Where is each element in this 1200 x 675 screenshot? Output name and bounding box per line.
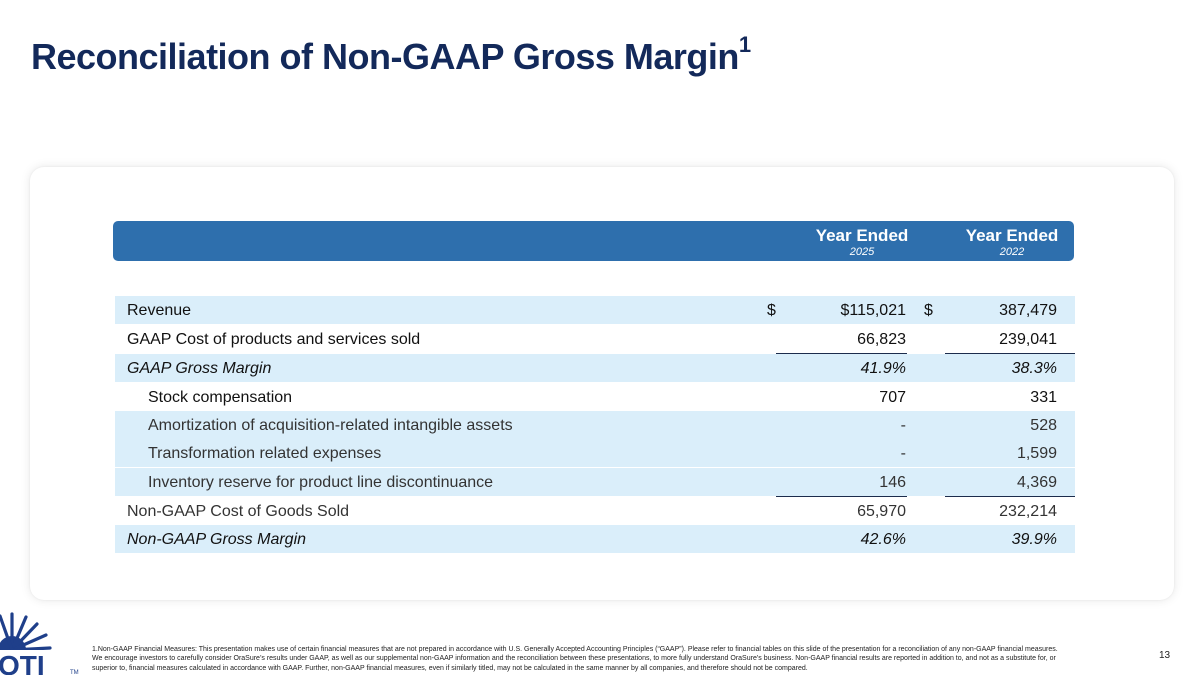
header-col-2025: Year Ended 2025	[815, 226, 909, 258]
title-footnote-marker: 1	[738, 32, 751, 57]
table-row-stock-compensation: Stock compensation 707 331	[148, 389, 1057, 406]
table-row-transformation: Transformation related expenses - 1,599	[115, 439, 1075, 467]
table-row-inventory-reserve: Inventory reserve for product line disco…	[115, 468, 1075, 496]
currency-symbol: $	[767, 302, 776, 319]
company-logo: OTI TM	[0, 612, 90, 675]
sunburst-icon	[0, 612, 90, 675]
table-row-gaap-cost: GAAP Cost of products and services sold …	[127, 331, 1057, 348]
table-row-gaap-gross-margin: GAAP Gross Margin 41.9% 38.3%	[115, 354, 1075, 382]
table-row-revenue: Revenue $ $115,021 $ 387,479	[115, 296, 1075, 324]
footnote: 1.Non-GAAP Financial Measures: This pres…	[92, 646, 1058, 672]
table-header-bar: Year Ended 2025 Year Ended 2022	[113, 221, 1074, 261]
page-title: Reconciliation of Non-GAAP Gross Margin1	[31, 32, 751, 77]
table-row-non-gaap-cogs: Non-GAAP Cost of Goods Sold 65,970 232,2…	[127, 503, 1057, 520]
subtotal-rule	[945, 496, 1075, 497]
subtotal-rule	[776, 353, 907, 354]
logo-trademark: TM	[70, 670, 79, 675]
logo-wordmark: OTI	[0, 650, 45, 675]
currency-symbol: $	[924, 302, 933, 319]
page-number: 13	[1159, 650, 1171, 661]
subtotal-rule	[945, 353, 1075, 354]
table-row-amortization: Amortization of acquisition-related inta…	[115, 411, 1075, 439]
subtotal-rule	[776, 496, 907, 497]
table-row-non-gaap-gross-margin: Non-GAAP Gross Margin 42.6% 39.9%	[115, 525, 1075, 553]
header-col-2022: Year Ended 2022	[965, 226, 1059, 258]
